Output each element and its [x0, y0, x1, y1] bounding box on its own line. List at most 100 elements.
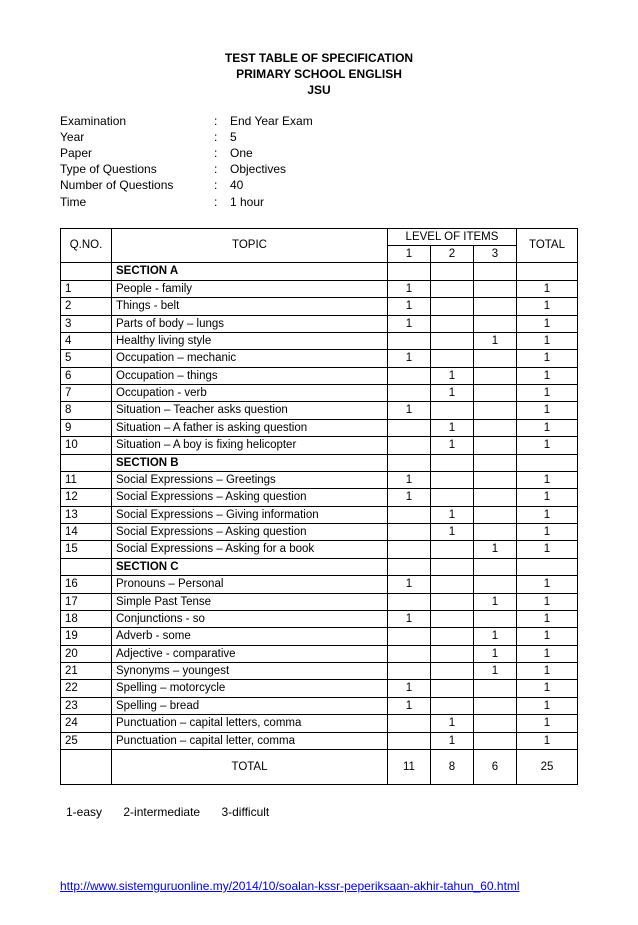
meta-row: Time:1 hour	[60, 194, 317, 210]
meta-label: Examination	[60, 113, 214, 129]
legend: 1-easy 2-intermediate 3-difficult	[66, 805, 578, 819]
table-row: 5Occupation – mechanic11	[61, 350, 578, 367]
meta-colon: :	[214, 129, 230, 145]
cell-l2	[431, 593, 474, 610]
cell-total: 1	[517, 506, 578, 523]
title-line-3: JSU	[60, 82, 578, 98]
cell-topic: Adverb - some	[112, 628, 388, 645]
cell-l3: 1	[474, 541, 517, 558]
cell-l3	[474, 298, 517, 315]
table-row: 24Punctuation – capital letters, comma11	[61, 715, 578, 732]
cell-topic: Spelling – bread	[112, 697, 388, 714]
cell-l2	[431, 576, 474, 593]
header-qno: Q.NO.	[61, 228, 112, 263]
cell-l2: 1	[431, 732, 474, 749]
table-row: 22Spelling – motorcycle11	[61, 680, 578, 697]
cell-qno: 8	[61, 402, 112, 419]
meta-label: Number of Questions	[60, 177, 214, 193]
cell-total: 1	[517, 437, 578, 454]
table-row: 19Adverb - some11	[61, 628, 578, 645]
total-l1: 11	[388, 749, 431, 784]
cell-qno: 7	[61, 385, 112, 402]
cell-l1	[388, 367, 431, 384]
cell-total: 1	[517, 610, 578, 627]
table-row: 6Occupation – things11	[61, 367, 578, 384]
cell-l1: 1	[388, 697, 431, 714]
cell-qno: 10	[61, 437, 112, 454]
cell-topic: Punctuation – capital letters, comma	[112, 715, 388, 732]
specification-table: Q.NO. TOPIC LEVEL OF ITEMS TOTAL 1 2 3 S…	[60, 228, 578, 785]
table-row: 1People - family11	[61, 280, 578, 297]
cell-qno: 1	[61, 280, 112, 297]
cell-l2: 1	[431, 367, 474, 384]
cell-total: 1	[517, 645, 578, 662]
footer-link[interactable]: http://www.sistemguruonline.my/2014/10/s…	[60, 879, 520, 895]
cell-topic: Social Expressions – Asking question	[112, 489, 388, 506]
cell-l3	[474, 367, 517, 384]
cell-l1: 1	[388, 489, 431, 506]
cell-qno: 16	[61, 576, 112, 593]
cell-total: 1	[517, 298, 578, 315]
meta-row: Number of Questions:40	[60, 177, 317, 193]
cell-l1: 1	[388, 315, 431, 332]
cell-qno: 6	[61, 367, 112, 384]
section-row: SECTION C	[61, 558, 578, 575]
meta-value: One	[230, 145, 317, 161]
cell-l3	[474, 280, 517, 297]
cell-total: 1	[517, 471, 578, 488]
cell-total: 1	[517, 385, 578, 402]
cell-qno: 11	[61, 471, 112, 488]
cell-qno: 25	[61, 732, 112, 749]
cell-l3	[474, 385, 517, 402]
section-row: SECTION B	[61, 454, 578, 471]
cell-qno: 15	[61, 541, 112, 558]
title-line-2: PRIMARY SCHOOL ENGLISH	[60, 66, 578, 82]
cell-l2	[431, 471, 474, 488]
cell-l1	[388, 332, 431, 349]
header-level: LEVEL OF ITEMS	[388, 228, 517, 245]
cell-l1: 1	[388, 471, 431, 488]
table-row: 20Adjective - comparative11	[61, 645, 578, 662]
table-row: 4Healthy living style11	[61, 332, 578, 349]
cell-l3: 1	[474, 645, 517, 662]
cell-topic: Synonyms – youngest	[112, 663, 388, 680]
cell-topic: Situation – Teacher asks question	[112, 402, 388, 419]
meta-row: Examination:End Year Exam	[60, 113, 317, 129]
cell-total: 1	[517, 697, 578, 714]
table-row: 21Synonyms – youngest11	[61, 663, 578, 680]
table-row: 23Spelling – bread11	[61, 697, 578, 714]
cell-l1: 1	[388, 576, 431, 593]
cell-l1	[388, 437, 431, 454]
cell-l1	[388, 385, 431, 402]
cell-topic: Occupation – mechanic	[112, 350, 388, 367]
meta-table: Examination:End Year ExamYear:5Paper:One…	[60, 113, 317, 210]
table-row: 2Things - belt11	[61, 298, 578, 315]
total-l3: 6	[474, 749, 517, 784]
cell-l3	[474, 680, 517, 697]
cell-l2	[431, 332, 474, 349]
cell-total: 1	[517, 541, 578, 558]
cell-l1: 1	[388, 402, 431, 419]
cell-total: 1	[517, 524, 578, 541]
table-row: 12Social Expressions – Asking question11	[61, 489, 578, 506]
cell-l2	[431, 663, 474, 680]
table-row: 8Situation – Teacher asks question11	[61, 402, 578, 419]
cell-l3	[474, 350, 517, 367]
meta-row: Year:5	[60, 129, 317, 145]
cell-topic: Situation – A father is asking question	[112, 419, 388, 436]
cell-l2	[431, 315, 474, 332]
cell-topic: Social Expressions – Greetings	[112, 471, 388, 488]
cell-topic: Occupation - verb	[112, 385, 388, 402]
cell-l1: 1	[388, 298, 431, 315]
cell-l3	[474, 489, 517, 506]
cell-l2	[431, 680, 474, 697]
cell-l1	[388, 628, 431, 645]
meta-value: Objectives	[230, 161, 317, 177]
cell-qno: 13	[61, 506, 112, 523]
cell-l3	[474, 715, 517, 732]
cell-topic: Things - belt	[112, 298, 388, 315]
cell-l2: 1	[431, 506, 474, 523]
cell-total: 1	[517, 576, 578, 593]
cell-l1	[388, 593, 431, 610]
cell-topic: Punctuation – capital letter, comma	[112, 732, 388, 749]
